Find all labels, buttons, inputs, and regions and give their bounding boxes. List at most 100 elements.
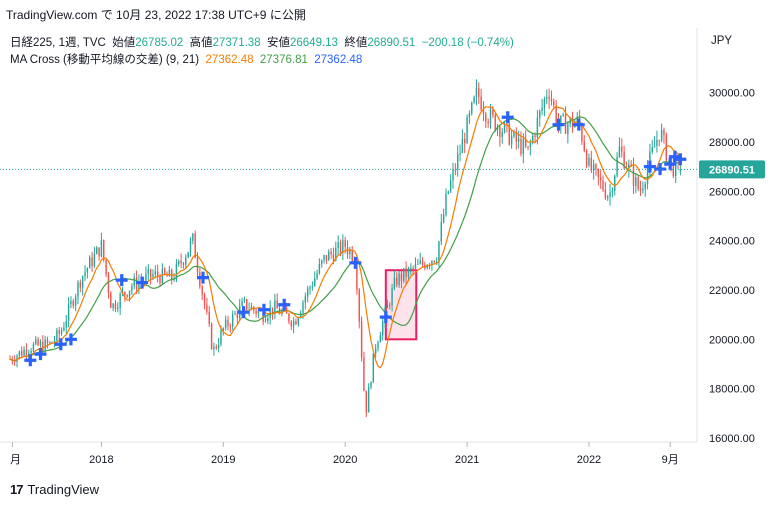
candle-body — [243, 299, 246, 302]
candle-body — [215, 346, 217, 348]
candle-body — [501, 132, 503, 138]
candle-body — [70, 301, 72, 305]
candle-body — [628, 164, 630, 169]
candle-body — [461, 139, 464, 154]
candle-body — [128, 290, 131, 297]
candle-body — [672, 163, 675, 177]
candle-body — [159, 276, 161, 284]
candle-body — [412, 267, 414, 269]
candle-body — [489, 109, 492, 124]
candle-body — [421, 260, 424, 265]
candle-body — [480, 96, 482, 110]
candle-body — [199, 272, 201, 287]
candle-body — [403, 268, 405, 281]
candle-body — [367, 387, 370, 413]
candle-body — [56, 330, 58, 341]
candle-body — [246, 299, 248, 311]
candle-body — [571, 118, 574, 128]
candle-body — [217, 344, 220, 348]
candle-body — [44, 339, 46, 352]
candle-body — [23, 349, 25, 356]
cross-markers-layer — [24, 111, 687, 367]
price-tick-label: 28000.00 — [709, 137, 755, 149]
candle-body — [539, 110, 541, 118]
candle-body — [126, 294, 128, 297]
ma-fast-value: 27362.48 — [205, 54, 254, 66]
candle-body — [496, 126, 499, 131]
ma-cross-marker — [572, 118, 585, 131]
ma-cross-marker — [501, 111, 514, 124]
candle-body — [614, 175, 616, 192]
candle-body — [588, 157, 590, 166]
candle-body — [609, 192, 611, 197]
candle-body — [524, 139, 527, 147]
candle-body — [513, 131, 515, 137]
candle-body — [358, 289, 360, 322]
ma-cross-marker — [349, 256, 362, 269]
candle-body — [84, 272, 86, 277]
candle-body — [229, 326, 232, 328]
candle-body — [231, 314, 234, 327]
candle-body — [187, 252, 189, 258]
candle-body — [145, 273, 147, 281]
candle-body — [635, 177, 637, 186]
candle-body — [466, 117, 468, 144]
candle-body — [224, 319, 227, 329]
candle-body — [452, 169, 454, 181]
candle-body — [25, 349, 28, 356]
candle-body — [611, 191, 614, 193]
candle-body — [49, 342, 51, 344]
candle-body — [349, 249, 351, 254]
price-tick-label: 16000.00 — [709, 433, 755, 445]
candle-body — [431, 260, 433, 266]
candle-body — [398, 273, 400, 285]
symbol-label[interactable]: 日経225, 1週, TVC — [10, 37, 106, 49]
candle-body — [510, 136, 513, 145]
candle-body — [58, 330, 60, 334]
ma-indicator-title[interactable]: MA Cross (移動平均線の交差) (9, 21) — [10, 54, 200, 66]
candle-body — [595, 164, 597, 170]
candle-body — [32, 343, 35, 351]
candle-body — [133, 277, 135, 286]
last-price-badge — [699, 160, 765, 179]
candle-body — [321, 260, 323, 264]
candle-body — [339, 242, 342, 253]
last-price-label: 26890.51 — [709, 164, 755, 176]
candle-body — [396, 277, 398, 285]
candle-body — [192, 233, 194, 241]
close-label: 終値 — [344, 37, 368, 49]
candle-body — [37, 339, 39, 346]
candle-body — [269, 307, 271, 318]
candle-body — [60, 330, 63, 334]
candle-body — [77, 282, 79, 297]
candle-body — [649, 152, 651, 168]
candle-body — [79, 282, 82, 288]
candle-body — [220, 330, 222, 345]
candle-body — [53, 340, 56, 344]
brand-name[interactable]: TradingView — [27, 482, 100, 497]
candle-body — [227, 319, 229, 327]
candle-body — [548, 97, 550, 100]
ma-cross-marker — [379, 311, 392, 324]
candle-body — [18, 351, 21, 357]
time-tick-label: 2019 — [211, 454, 235, 466]
candle-body — [478, 87, 480, 97]
candle-body — [110, 292, 112, 309]
candle-body — [665, 134, 668, 161]
high-label: 高値 — [189, 37, 213, 49]
candle-body — [107, 274, 110, 293]
candle-body — [21, 351, 23, 356]
candle-body — [267, 317, 269, 321]
candle-body — [185, 257, 187, 265]
candle-body — [541, 107, 543, 111]
candle-body — [492, 109, 494, 115]
candle-body — [646, 167, 649, 184]
candle-body — [499, 126, 501, 138]
candle-body — [473, 96, 475, 103]
time-tick-label: 2021 — [455, 454, 479, 466]
tradingview-logo-icon[interactable]: 17 — [10, 482, 24, 497]
candle-body — [616, 157, 618, 176]
candle-body — [168, 269, 171, 277]
candle-body — [374, 348, 377, 354]
